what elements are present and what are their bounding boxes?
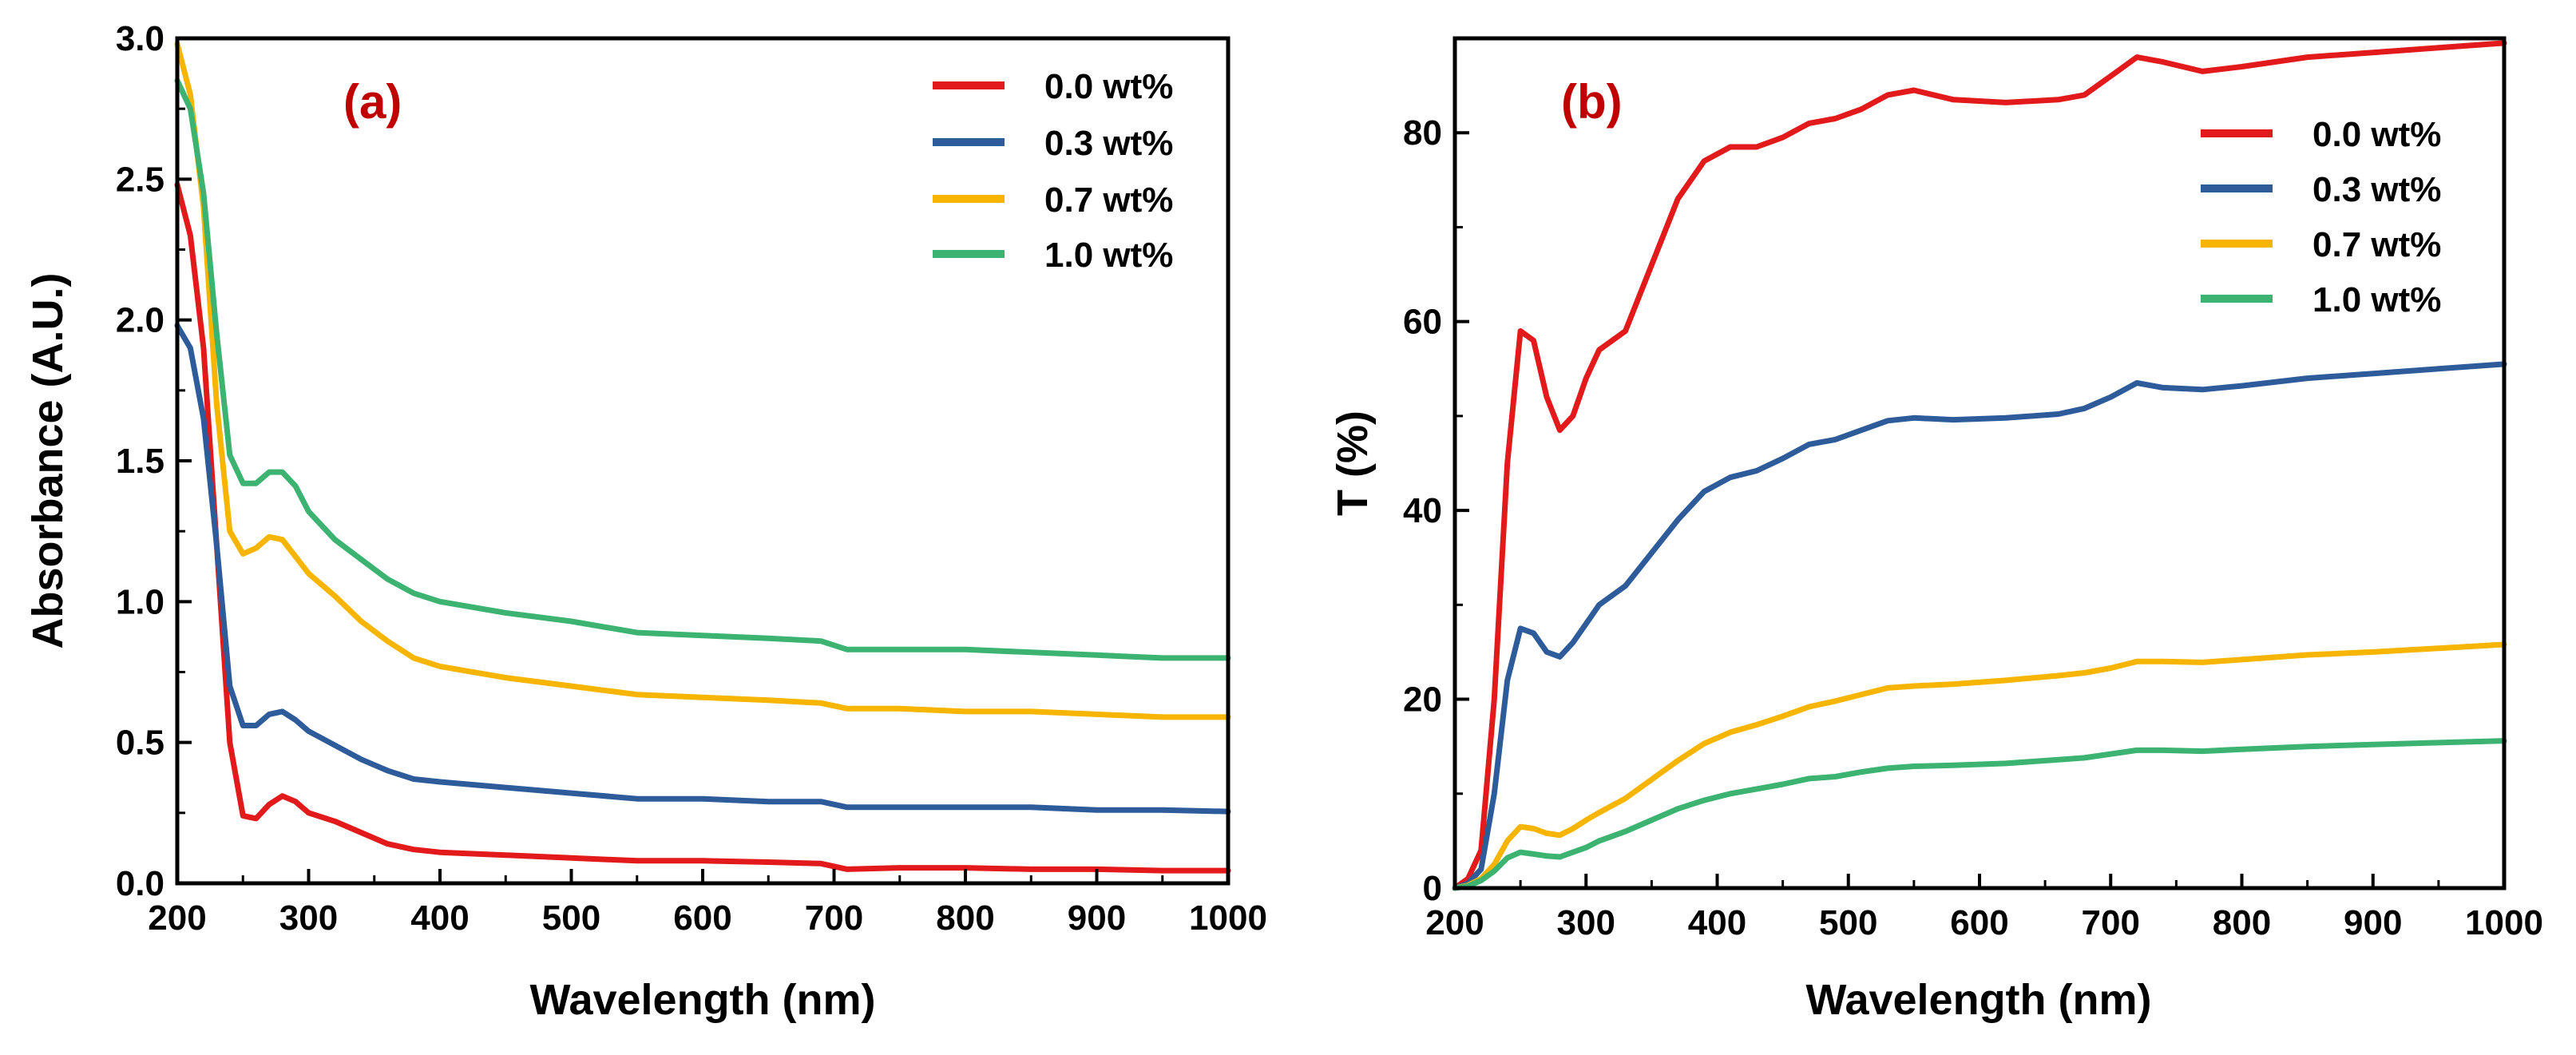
- panel-b-plot-frame: [1452, 36, 2507, 890]
- panel-b-x-tick-label: 300: [1557, 903, 1615, 942]
- panel-a-y-tick-label: 1.5: [116, 442, 164, 481]
- panel-a-x-tick-label: 200: [148, 898, 206, 938]
- legend-label-0.7-wt: 0.7 wt%: [1044, 180, 1173, 220]
- panel-b-x-ticks: 200 300 400 500 600 700 800 900 1000: [1425, 874, 2543, 942]
- panel-b-series-line-0.7-wt: [1452, 641, 2507, 891]
- panel-a-x-tick-label: 800: [936, 898, 994, 938]
- panel-b-x-tick-label: 900: [2344, 903, 2402, 942]
- panel-b-y-tick-label: 40: [1403, 491, 1442, 530]
- panel-a-series-line-1.0-wt: [174, 77, 1231, 661]
- panel-a-x-tick-label: 500: [542, 898, 600, 938]
- panel-a-y-axis-title: Absorbance (A.U.): [24, 272, 72, 648]
- panel-a-x-tick-label: 1000: [1189, 898, 1267, 938]
- panel-b-y-axis-title: T (%): [1329, 410, 1377, 516]
- panel-b-x-tick-label: 600: [1950, 903, 2008, 942]
- panel-a-x-ticks: 200 300 400 500 600 700 800 900 1000: [148, 869, 1267, 938]
- panel-a-y-tick-label: 1.0: [116, 582, 164, 621]
- panel-b-x-tick-label: 500: [1819, 903, 1877, 942]
- panel-a-y-tick-label: 3.0: [116, 19, 164, 58]
- panel-a-x-tick-label: 700: [805, 898, 863, 938]
- panel-b-x-tick-label: 800: [2213, 903, 2271, 942]
- panel-b-legend: 0.0 wt% 0.3 wt% 0.7 wt% 1.0 wt%: [2201, 115, 2441, 319]
- panel-b-x-axis-title: Wavelength (nm): [1805, 976, 2151, 1024]
- panel-a-x-axis-title: Wavelength (nm): [529, 976, 875, 1024]
- panel-a-plot-frame: [175, 36, 1231, 886]
- panel-a-y-ticks: 0.0 0.5 1.0 1.5 2.0 2.5 3.0: [116, 19, 192, 903]
- panel-a-absorbance-chart: 200 300 400 500 600 700 800 900 1000 0.0 0.5 1.0 1.…: [24, 19, 1267, 1024]
- panel-b-transmittance-chart: 200 300 400 500 600 700 800 900 1000 0 20 40 60 80 (…: [1329, 36, 2543, 1024]
- panel-a-series-line-0.0-wt: [174, 181, 1231, 874]
- panel-b-series-line-1.0-wt: [1452, 738, 2507, 891]
- legend-label-1.0-wt: 1.0 wt%: [2312, 280, 2441, 319]
- panel-b-y-tick-label: 0: [1423, 869, 1442, 908]
- panel-b-series-lines: [1452, 40, 2507, 891]
- legend-label-0.3-wt: 0.3 wt%: [1044, 124, 1173, 163]
- panel-a-x-tick-label: 900: [1068, 898, 1126, 938]
- panel-a-legend: 0.0 wt% 0.3 wt% 0.7 wt% 1.0 wt%: [933, 67, 1173, 275]
- legend-label-0.0-wt: 0.0 wt%: [2312, 115, 2441, 154]
- legend-label-0.0-wt: 0.0 wt%: [1044, 67, 1173, 106]
- panel-b-x-tick-label: 200: [1425, 903, 1484, 942]
- panel-b-y-tick-label: 60: [1403, 303, 1442, 342]
- panel-a-y-tick-label: 0.5: [116, 724, 164, 763]
- panel-a-series-line-0.7-wt: [174, 41, 1231, 720]
- panel-b-series-line-0.0-wt: [1452, 40, 2507, 891]
- panel-a-y-tick-label: 2.0: [116, 301, 164, 340]
- panel-a-y-tick-label: 2.5: [116, 160, 164, 199]
- legend-label-0.7-wt: 0.7 wt%: [2312, 225, 2441, 264]
- legend-label-1.0-wt: 1.0 wt%: [1044, 236, 1173, 275]
- panel-a-x-tick-label: 400: [410, 898, 469, 938]
- panel-b-y-tick-label: 80: [1403, 113, 1442, 153]
- panel-b-x-tick-label: 400: [1688, 903, 1746, 942]
- panel-b-x-tick-label: 700: [2082, 903, 2140, 942]
- panel-a-label: (a): [343, 75, 402, 129]
- panel-b-label: (b): [1561, 75, 1623, 129]
- panel-a-series-line-0.3-wt: [174, 323, 1231, 815]
- panel-a-series-lines: [174, 41, 1231, 874]
- legend-label-0.3-wt: 0.3 wt%: [2312, 170, 2441, 209]
- panel-b-y-ticks: 0 20 40 60 80: [1403, 113, 1469, 908]
- panel-a-y-tick-label: 0.0: [116, 864, 164, 903]
- panel-a-x-tick-label: 300: [279, 898, 338, 938]
- panel-b-y-tick-label: 20: [1403, 680, 1442, 720]
- panel-b-x-tick-label: 1000: [2465, 903, 2543, 942]
- panel-a-x-tick-label: 600: [673, 898, 731, 938]
- panel-b-series-line-0.3-wt: [1452, 361, 2507, 891]
